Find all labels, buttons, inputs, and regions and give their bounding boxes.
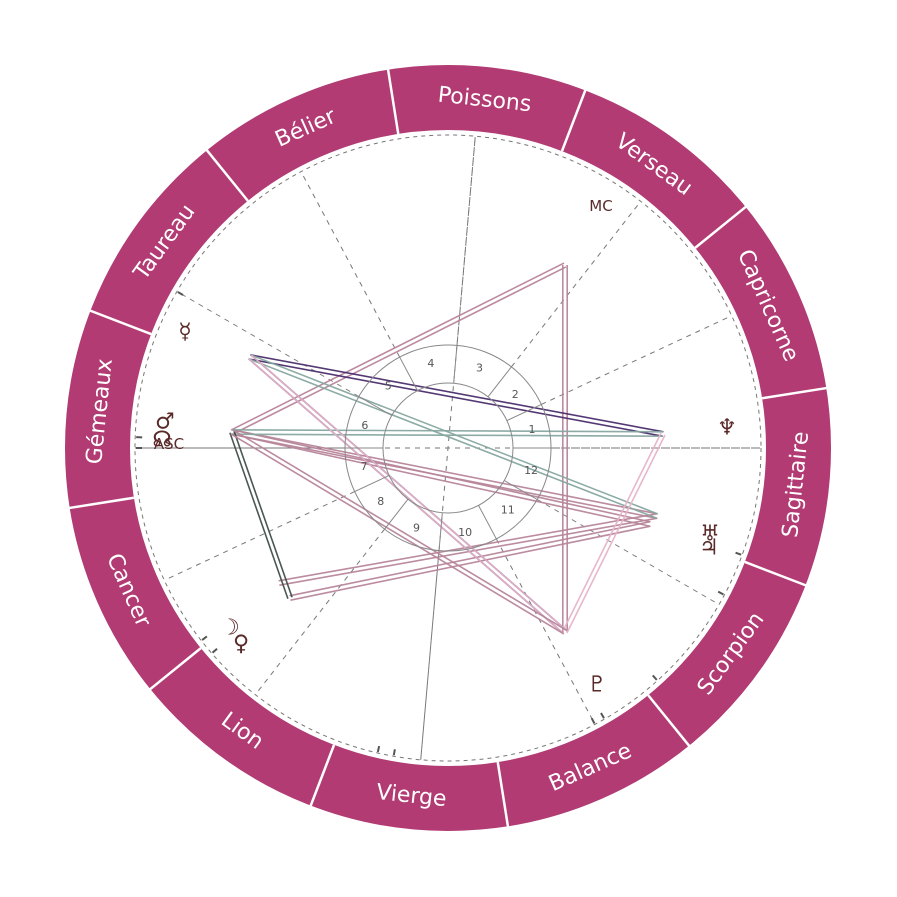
zodiac-divider: [205, 148, 249, 202]
aspect-line: [279, 517, 658, 586]
house-cusp-line: [495, 538, 596, 725]
zodiac-divider: [744, 560, 807, 587]
house-number-2: 2: [512, 388, 519, 401]
position-tick: [652, 674, 658, 681]
zodiac-band: [65, 65, 831, 831]
aspect-line: [290, 525, 651, 601]
aspect-line: [249, 358, 663, 437]
house-wheel-divider: [384, 498, 409, 530]
house-number-5: 5: [385, 380, 392, 393]
zodiac-divider: [386, 68, 400, 135]
zodiac-divider: [761, 386, 828, 400]
house-cusp-line: [176, 291, 360, 397]
position-tick: [392, 749, 396, 756]
house-number-12: 12: [524, 464, 538, 477]
house-number-4: 4: [427, 357, 434, 370]
position-tick: [211, 647, 218, 654]
aspect-line: [250, 354, 567, 631]
inner-dashed-circle: [134, 134, 762, 762]
zodiac-divider: [694, 205, 748, 249]
moon-icon: ☽: [220, 616, 240, 641]
house-cusp-lines: [134, 134, 762, 762]
aspect-line: [232, 429, 567, 631]
mercury-icon: ☿: [178, 320, 192, 345]
house-cusp-line: [541, 315, 732, 405]
asc-label: ASC: [154, 435, 184, 453]
zodiac-divider: [560, 89, 587, 152]
aspect-lines: [229, 262, 666, 635]
position-tick: [590, 717, 596, 724]
house-number-3: 3: [476, 361, 483, 374]
aspect-line: [232, 429, 651, 523]
aspect-line: [289, 521, 650, 597]
angle-axis-line: [420, 136, 476, 760]
aspect-line: [248, 358, 657, 519]
aspect-line: [230, 262, 565, 431]
position-tick: [201, 635, 208, 641]
position-tick: [376, 745, 381, 753]
house-number-8: 8: [377, 495, 384, 508]
aspect-line: [566, 434, 666, 634]
aspect-line: [232, 429, 658, 515]
mc-label: MC: [589, 197, 612, 215]
aspect-line: [231, 433, 663, 437]
position-tick: [735, 551, 742, 556]
position-tick: [717, 590, 724, 596]
house-wheel-divider: [506, 404, 542, 421]
position-tick: [600, 712, 605, 719]
house-cusp-line: [254, 528, 385, 695]
house-number-1: 1: [528, 423, 535, 436]
planet-glyphs: ☿ ♂☊ ♆ ♅♃ ☽♀ ♇ ASC MC: [152, 197, 737, 698]
aspect-line: [232, 429, 664, 433]
house-cusp-line: [511, 201, 642, 368]
aspect-line: [562, 432, 662, 632]
venus-icon: ♀: [233, 632, 249, 657]
house-wheel-divider: [453, 345, 458, 384]
jupiter-icon: ♃: [699, 536, 719, 561]
house-wheel-divider: [354, 475, 390, 492]
house-wheel-divider: [358, 396, 392, 416]
aspect-line: [230, 433, 565, 635]
aspect-line: [250, 354, 664, 433]
house-wheel-divider: [504, 480, 538, 500]
house-cusp-line: [300, 171, 401, 358]
house-wheel-divider: [438, 512, 443, 551]
zodiac-divider: [68, 496, 135, 510]
aspect-line: [248, 358, 565, 635]
house-cusp-line: [164, 491, 355, 581]
position-tick: [177, 291, 184, 296]
aspect-line: [278, 513, 657, 582]
uranus-icon: ♅: [700, 522, 720, 547]
mars-icon: ♂: [155, 410, 175, 435]
house-cusp-line: [536, 499, 720, 605]
house-number-7: 7: [361, 460, 368, 473]
neptune-icon: ♆: [717, 416, 737, 441]
house-wheel-divider: [399, 356, 418, 391]
aspect-line: [231, 433, 650, 527]
zodiac-divider: [89, 309, 152, 336]
zodiac-divider: [496, 761, 510, 828]
aspect-line: [233, 431, 293, 598]
zodiac-divider: [647, 694, 691, 748]
house-wheel-divider: [487, 366, 512, 398]
aspect-line: [229, 432, 289, 599]
north-node-icon: ☊: [152, 428, 172, 453]
zodiac-divider: [309, 744, 336, 807]
house-number-11: 11: [501, 503, 515, 516]
pluto-icon: ♇: [587, 673, 607, 698]
house-wheel-divider: [478, 505, 497, 540]
house-number-6: 6: [361, 419, 368, 432]
aspect-line: [232, 266, 567, 435]
house-number-10: 10: [458, 526, 472, 539]
house-number-9: 9: [413, 522, 420, 535]
zodiac-divider: [148, 647, 202, 691]
